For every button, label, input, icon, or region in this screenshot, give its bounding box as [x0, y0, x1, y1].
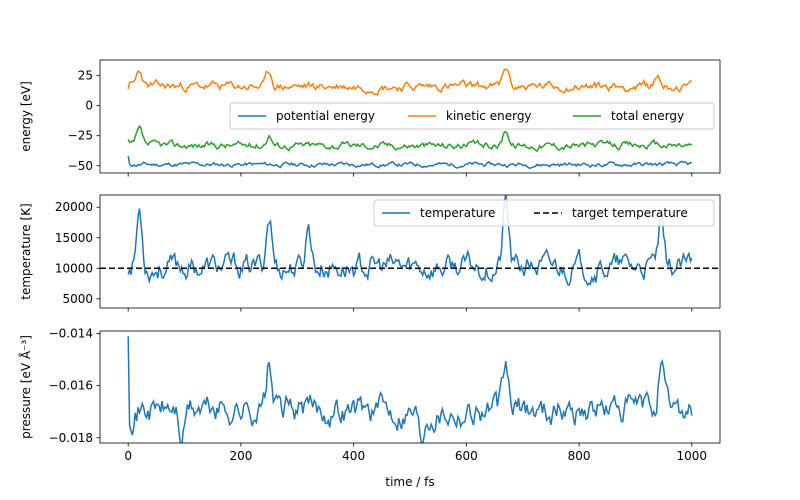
- series-line-pressure: [127, 336, 693, 443]
- series-line-kinetic-energy: [127, 68, 693, 97]
- series-line-potential-energy: [127, 156, 692, 170]
- y-tick-label: −50: [68, 159, 93, 173]
- legend-label: temperature: [420, 206, 495, 220]
- y-tick-label: 25: [78, 69, 93, 83]
- x-tick-label: 400: [342, 449, 365, 463]
- y-axis-label: temperature [K]: [19, 203, 33, 299]
- legend-label: total energy: [611, 109, 684, 123]
- y-axis-label: pressure [eV Å⁻³]: [18, 335, 33, 439]
- legend-box: [229, 102, 715, 130]
- series-line-total-energy: [127, 124, 693, 153]
- y-tick-label: −25: [68, 129, 93, 143]
- subplot-0: −50 −25 0 25 energy [eV] potential energy kine…: [19, 59, 721, 177]
- y-tick-label: 10000: [55, 261, 93, 275]
- y-tick-label: 0: [85, 99, 93, 113]
- axes-frame: [99, 59, 721, 174]
- x-tick-label: 1000: [677, 449, 708, 463]
- x-tick-label: 600: [455, 449, 478, 463]
- y-tick-label: 15000: [55, 231, 93, 245]
- legend-label: potential energy: [276, 109, 375, 123]
- x-tick-label: 200: [229, 449, 252, 463]
- x-axis-label: time / fs: [385, 475, 434, 489]
- y-tick-label: −0.016: [49, 379, 93, 393]
- legend-label: target temperature: [572, 206, 688, 220]
- subplot-1: 5000 10000 15000 20000 temperature [K] temper…: [19, 194, 721, 312]
- legend: potential energy kinetic energy total ener…: [229, 102, 715, 130]
- y-tick-label: 5000: [62, 292, 93, 306]
- x-tick-label: 0: [124, 449, 132, 463]
- x-tick-label: 800: [568, 449, 591, 463]
- legend-label: kinetic energy: [446, 109, 532, 123]
- axes-frame: [99, 330, 721, 444]
- y-tick-label: 20000: [55, 200, 93, 214]
- legend: temperature target temperature: [373, 199, 715, 227]
- axes-frame: [99, 194, 721, 309]
- y-tick-label: −0.014: [49, 327, 93, 341]
- subplot-2: 0 200 400 600 800 1000 −0.014 −0.016 −0.018 press…: [18, 327, 721, 489]
- y-tick-label: −0.018: [49, 431, 93, 445]
- y-axis-label: energy [eV]: [19, 81, 33, 152]
